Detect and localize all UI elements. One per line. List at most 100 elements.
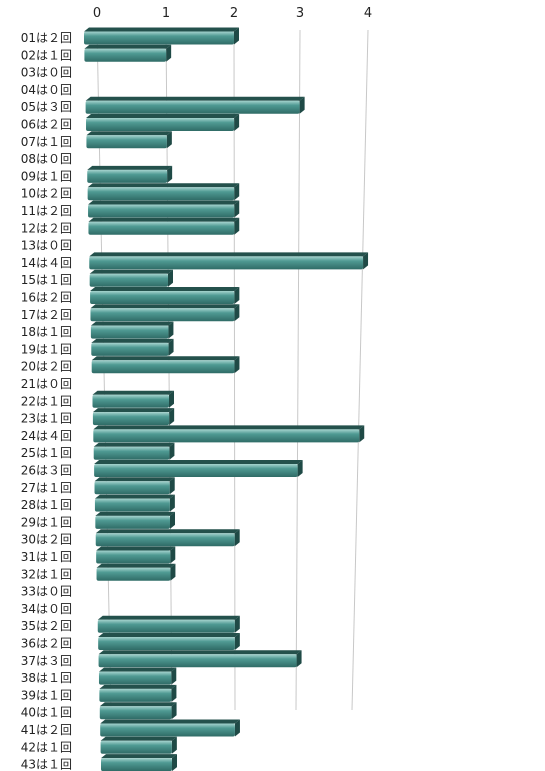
gridline [351, 29, 369, 711]
bar-top-face [88, 200, 240, 205]
bar [87, 183, 240, 201]
bar-top-face [93, 442, 175, 447]
bar-front-face [98, 671, 172, 685]
bar-top-face [88, 217, 240, 222]
bar-front-face [95, 515, 170, 529]
bar-top-face [87, 183, 240, 188]
bar-end-face [234, 615, 240, 633]
category-label: 19は１回 [21, 342, 72, 356]
bar-top-face [92, 408, 175, 413]
category-label: 08は０回 [21, 152, 72, 166]
bar [100, 736, 177, 754]
bar-end-face [171, 702, 177, 720]
bar-front-face [93, 446, 170, 460]
bar-end-face [168, 321, 174, 339]
bar-front-face [92, 412, 170, 426]
bar-top-face [86, 131, 172, 136]
x-tick-label: 1 [162, 6, 170, 21]
bar-top-face [100, 736, 177, 741]
bar [99, 702, 177, 720]
bar-top-face [96, 563, 176, 568]
bar-top-face [93, 425, 365, 430]
bar-front-face [98, 637, 235, 650]
bar-top-face [96, 546, 176, 551]
category-label: 32は１回 [21, 567, 72, 581]
bar-end-face [171, 684, 177, 702]
category-label: 15は１回 [21, 273, 72, 287]
bar-front-face [94, 464, 298, 477]
category-label: 23は１回 [21, 412, 72, 426]
bar-end-face [170, 563, 176, 581]
x-tick-label: 2 [230, 6, 238, 21]
category-label: 39は１回 [21, 688, 72, 702]
bar [98, 650, 302, 668]
category-label: 21は０回 [21, 377, 72, 391]
bar-front-face [87, 169, 168, 183]
bar-end-face [234, 719, 240, 737]
category-label: 13は０回 [21, 239, 72, 253]
category-label: 26は３回 [21, 464, 72, 478]
bar [92, 408, 175, 426]
bar-end-face [234, 27, 239, 45]
bar-front-face [89, 273, 168, 287]
bar-top-face [99, 684, 177, 689]
bar [100, 719, 240, 737]
bar-front-face [100, 740, 172, 754]
bar-top-face [98, 650, 302, 655]
bar-top-face [99, 702, 177, 707]
bar-front-face [98, 654, 297, 668]
bar-end-face [169, 477, 175, 495]
bar-top-face [94, 494, 175, 499]
category-label: 28は１回 [21, 498, 72, 512]
bar-end-face [234, 183, 240, 201]
category-label: 20は２回 [21, 360, 72, 374]
category-label: 41は２回 [21, 723, 72, 737]
bar [94, 477, 175, 495]
bar [90, 304, 240, 322]
bar-top-face [91, 356, 240, 361]
x-tick-label: 3 [296, 6, 304, 21]
bar [86, 114, 240, 131]
bar [89, 252, 369, 270]
bar [101, 754, 177, 771]
category-label: 02は１回 [21, 48, 72, 62]
bar-top-face [85, 96, 305, 101]
bar-top-face [84, 44, 172, 49]
bar-front-face [97, 619, 235, 633]
bar-front-face [94, 498, 170, 512]
bar-front-face [100, 723, 235, 737]
category-label: 33は０回 [21, 585, 72, 599]
x-axis-ticks: 0 1 2 3 4 [93, 6, 372, 21]
bar-end-face [169, 442, 175, 460]
bar [93, 425, 365, 443]
bar-front-face [96, 567, 171, 581]
bar-top-face [95, 529, 240, 534]
bar-end-face [234, 633, 240, 650]
bar [92, 390, 174, 408]
category-label: 36は２回 [21, 637, 72, 651]
bar-front-face [89, 256, 364, 270]
category-label: 17は２回 [21, 308, 72, 322]
bar-end-face [296, 650, 302, 668]
category-label: 40は１回 [21, 706, 72, 720]
bar-front-face [90, 308, 235, 322]
bar-end-face [170, 546, 176, 564]
bar-front-face [88, 204, 235, 218]
bar-front-face [90, 325, 169, 339]
category-label: 38は１回 [21, 671, 72, 685]
bar [85, 96, 305, 114]
bar-front-face [86, 118, 235, 131]
category-label: 12は２回 [21, 221, 72, 235]
bar-top-face [97, 615, 240, 620]
category-label: 37は３回 [21, 654, 72, 668]
x-tick-label: 0 [93, 6, 101, 21]
bar-end-face [234, 529, 240, 547]
bar-end-face [166, 131, 172, 149]
bar-top-face [94, 460, 303, 464]
category-label: 11は２回 [21, 204, 72, 218]
bar-end-face [234, 114, 240, 131]
bar-end-face [297, 460, 303, 477]
category-label: 30は２回 [21, 533, 72, 547]
bar-front-face [88, 221, 235, 235]
bar-end-face [166, 44, 172, 62]
